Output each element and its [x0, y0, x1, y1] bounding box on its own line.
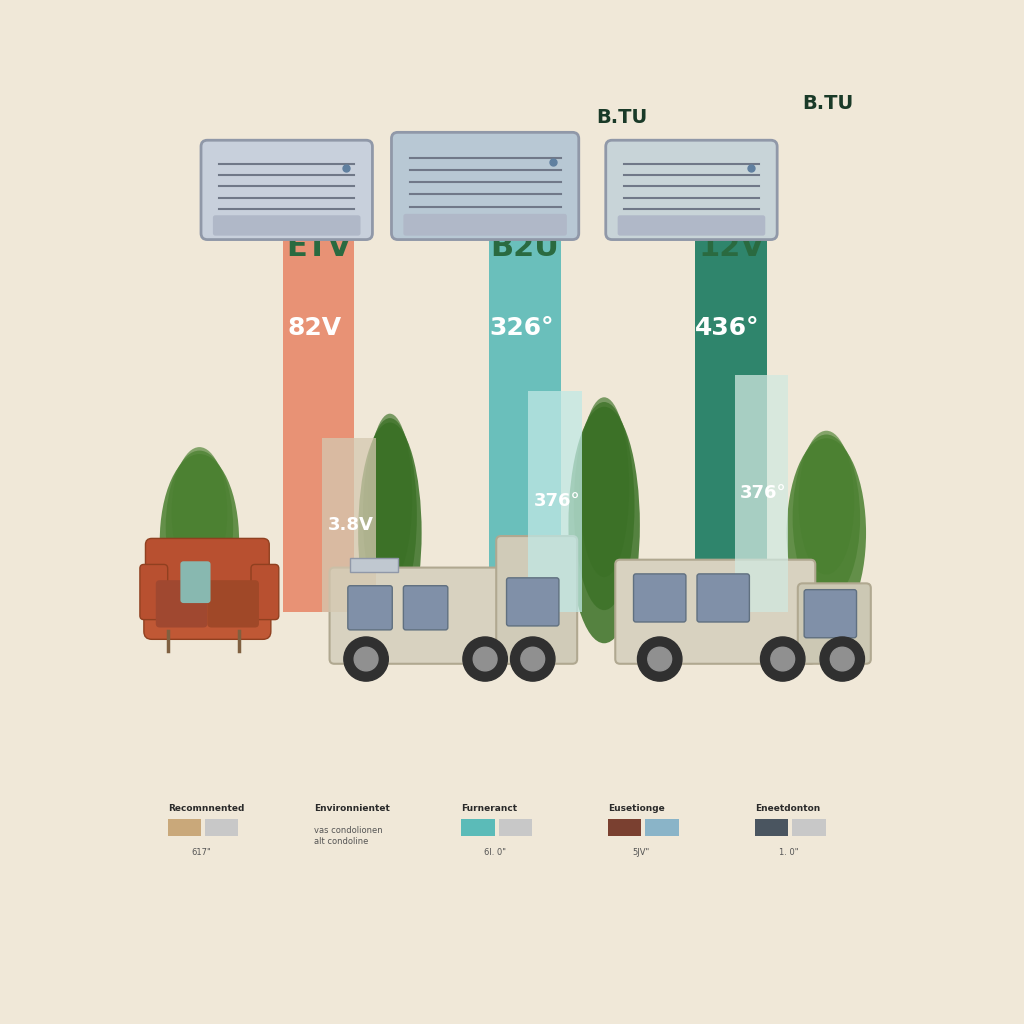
Ellipse shape — [358, 423, 422, 643]
Text: 436°: 436° — [695, 315, 760, 340]
Ellipse shape — [160, 454, 240, 628]
FancyBboxPatch shape — [507, 578, 559, 626]
Text: 376°: 376° — [740, 484, 786, 503]
Bar — [205, 819, 239, 837]
Ellipse shape — [568, 407, 640, 643]
Bar — [793, 819, 825, 837]
FancyBboxPatch shape — [403, 586, 447, 630]
Text: 13IV: 13IV — [390, 150, 439, 169]
FancyBboxPatch shape — [804, 590, 856, 638]
Ellipse shape — [580, 397, 629, 578]
FancyBboxPatch shape — [634, 573, 686, 622]
Text: B.TU: B.TU — [803, 94, 854, 114]
FancyBboxPatch shape — [734, 375, 788, 611]
Text: 3.8V: 3.8V — [328, 516, 374, 534]
Ellipse shape — [166, 451, 233, 603]
Text: 5JV": 5JV" — [633, 848, 650, 857]
FancyBboxPatch shape — [180, 561, 211, 603]
FancyBboxPatch shape — [322, 438, 376, 611]
FancyBboxPatch shape — [528, 391, 582, 611]
FancyBboxPatch shape — [140, 564, 168, 620]
Text: 376°: 376° — [534, 493, 581, 510]
Circle shape — [511, 637, 555, 681]
Text: ETV: ETV — [286, 233, 351, 262]
FancyBboxPatch shape — [283, 217, 354, 611]
FancyBboxPatch shape — [348, 586, 392, 630]
Bar — [499, 819, 531, 837]
Circle shape — [820, 637, 864, 681]
Circle shape — [354, 647, 378, 671]
Text: B2U: B2U — [490, 233, 559, 262]
Text: Eusetionge: Eusetionge — [608, 804, 665, 813]
Bar — [608, 819, 641, 837]
Circle shape — [761, 637, 805, 681]
Circle shape — [638, 637, 682, 681]
FancyBboxPatch shape — [695, 217, 767, 611]
Circle shape — [463, 637, 507, 681]
FancyBboxPatch shape — [615, 560, 815, 664]
Text: Eneetdonton: Eneetdonton — [755, 804, 820, 813]
Circle shape — [473, 647, 497, 671]
FancyBboxPatch shape — [330, 567, 514, 664]
FancyBboxPatch shape — [213, 215, 360, 236]
Text: 1. 0": 1. 0" — [778, 848, 798, 857]
FancyBboxPatch shape — [606, 140, 777, 240]
Bar — [755, 819, 788, 837]
Text: Recomnnented: Recomnnented — [168, 804, 244, 813]
FancyBboxPatch shape — [143, 568, 270, 639]
FancyBboxPatch shape — [697, 573, 750, 622]
FancyBboxPatch shape — [207, 581, 259, 628]
Ellipse shape — [172, 447, 227, 579]
FancyBboxPatch shape — [251, 564, 279, 620]
Circle shape — [521, 647, 545, 671]
Bar — [461, 819, 495, 837]
FancyBboxPatch shape — [489, 217, 560, 611]
Text: 6l. 0": 6l. 0" — [483, 848, 506, 857]
Text: 326°: 326° — [488, 315, 554, 340]
Text: Environnientet: Environnientet — [314, 804, 390, 813]
FancyBboxPatch shape — [497, 536, 578, 664]
Text: vas condolionen
alt condoline: vas condolionen alt condoline — [314, 826, 383, 846]
FancyBboxPatch shape — [156, 581, 207, 628]
Circle shape — [344, 637, 388, 681]
Ellipse shape — [793, 434, 860, 601]
FancyBboxPatch shape — [145, 539, 269, 587]
Ellipse shape — [786, 438, 866, 628]
FancyBboxPatch shape — [350, 558, 397, 572]
Text: 617": 617" — [191, 848, 211, 857]
FancyBboxPatch shape — [201, 140, 373, 240]
FancyBboxPatch shape — [617, 215, 765, 236]
Circle shape — [771, 647, 795, 671]
Circle shape — [648, 647, 672, 671]
Text: Furneranct: Furneranct — [461, 804, 517, 813]
FancyBboxPatch shape — [798, 584, 870, 664]
Ellipse shape — [799, 431, 854, 574]
FancyBboxPatch shape — [391, 132, 579, 240]
Ellipse shape — [362, 418, 417, 612]
Circle shape — [830, 647, 854, 671]
Bar — [645, 819, 679, 837]
Bar — [168, 819, 201, 837]
Text: 12V: 12V — [698, 233, 764, 262]
Text: 82V: 82V — [288, 315, 342, 340]
FancyBboxPatch shape — [403, 214, 567, 236]
Ellipse shape — [573, 402, 635, 610]
Ellipse shape — [368, 414, 412, 582]
Text: B.TU: B.TU — [596, 109, 647, 127]
